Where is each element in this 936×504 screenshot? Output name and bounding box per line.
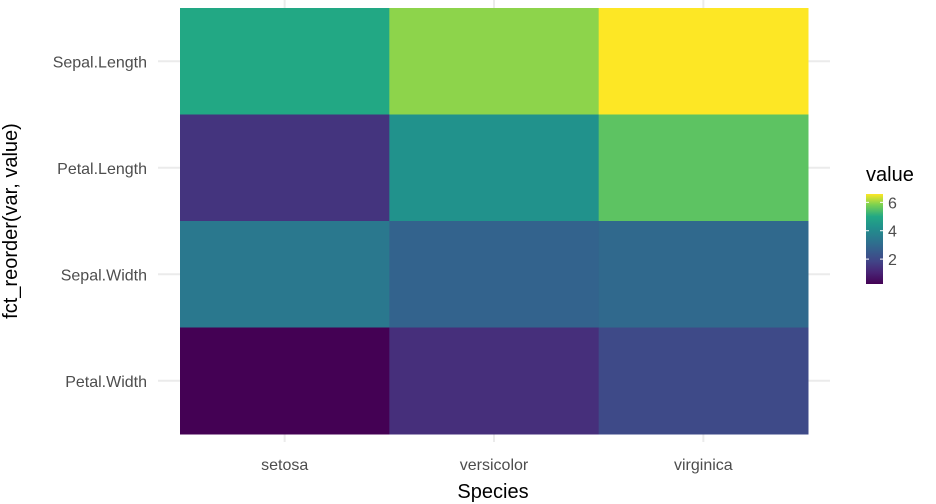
- heatmap-tiles: [180, 8, 809, 435]
- legend-tick-label: 6: [888, 195, 897, 212]
- x-tick-label: virginica: [674, 457, 733, 474]
- heatmap-tile: [389, 221, 600, 328]
- heatmap-tile: [389, 327, 600, 435]
- heatmap-tile: [389, 114, 600, 222]
- heatmap-tile: [180, 327, 390, 435]
- x-axis-title: Species: [457, 481, 528, 503]
- heatmap-tile: [389, 8, 600, 115]
- legend-title: value: [866, 164, 914, 186]
- legend-colorbar: [866, 194, 883, 284]
- heatmap-tile: [598, 327, 809, 435]
- y-tick-label: Petal.Length: [57, 161, 147, 178]
- heatmap-tile: [598, 8, 809, 115]
- y-tick-label: Sepal.Width: [61, 267, 147, 284]
- x-tick-label: versicolor: [460, 457, 529, 474]
- legend-tick-label: 4: [888, 224, 897, 241]
- heatmap-tile: [180, 221, 390, 328]
- color-legend: value 2 4 6: [866, 164, 914, 284]
- legend-ticks: 2 4 6: [866, 195, 897, 269]
- y-tick-labels: Sepal.Length Petal.Length Sepal.Width Petal…: [53, 54, 147, 391]
- heatmap-tile: [180, 8, 390, 115]
- y-tick-label: Sepal.Length: [53, 54, 147, 71]
- heatmap-tile: [598, 114, 809, 222]
- heatmap-tile: [598, 221, 809, 328]
- heatmap-tile: [180, 114, 390, 222]
- legend-gradient: [866, 194, 883, 284]
- legend-tick-label: 2: [888, 252, 897, 269]
- y-axis-title: fct_reorder(var, value): [0, 123, 22, 319]
- x-tick-labels: setosa versicolor virginica: [261, 457, 733, 474]
- x-tick-label: setosa: [261, 457, 308, 474]
- y-tick-label: Petal.Width: [65, 374, 147, 391]
